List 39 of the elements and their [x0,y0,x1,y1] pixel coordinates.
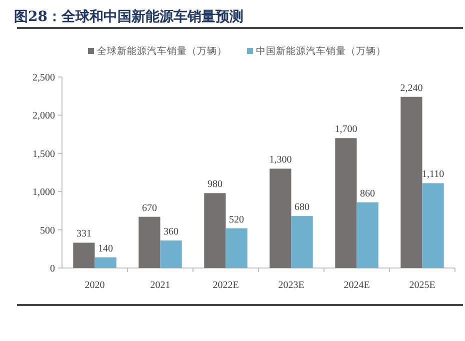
data-label: 331 [76,228,92,240]
data-label: 140 [98,243,114,254]
data-label: 670 [142,202,157,214]
bar [226,228,248,268]
data-label: 1,110 [422,169,444,180]
y-tick-label: 2,000 [32,110,55,122]
data-label: 860 [360,188,376,200]
data-label: 2,240 [400,82,423,94]
x-tick-label: 2023E [278,280,304,291]
bar [400,96,422,268]
bar [335,138,357,268]
bar [160,240,182,268]
bar [356,202,378,268]
y-tick-label: 1,500 [32,148,55,160]
data-label: 980 [207,179,222,190]
bar [138,216,160,268]
x-tick-label: 2024E [344,280,370,291]
x-tick-label: 2021 [150,280,170,291]
bar [270,168,292,268]
y-tick-label: 2,500 [32,72,55,84]
legend-label: 中国新能源汽车销量（万辆） [256,45,386,57]
y-tick-label: 500 [40,225,55,236]
bar [204,193,226,268]
data-label: 520 [229,214,244,226]
data-label: 360 [164,226,179,238]
chart-title: 图28：全球和中国新能源车销量预测 [14,8,244,25]
bar [73,242,95,268]
bar [291,216,313,268]
legend-label: 全球新能源汽车销量（万辆） [97,45,227,57]
y-tick-label: 0 [50,264,55,274]
bar [94,257,116,268]
x-tick-label: 2020 [84,280,105,291]
x-tick-label: 2022E [212,280,239,291]
y-tick-label: 1,000 [32,187,55,198]
data-label: 680 [294,202,310,214]
bar [422,183,444,268]
data-label: 1,300 [269,154,292,166]
x-tick-label: 2025E [409,280,436,291]
data-label: 1,700 [334,124,358,136]
